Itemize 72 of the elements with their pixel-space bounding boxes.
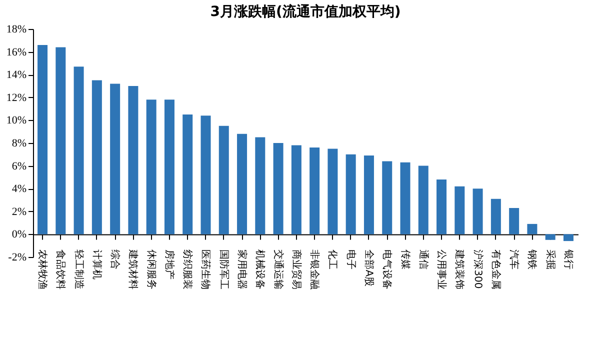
bar: [346, 154, 356, 234]
bar: [200, 116, 211, 234]
y-tick-label: 0%: [12, 228, 26, 241]
y-tick-label: 10%: [6, 114, 26, 127]
bar: [436, 179, 447, 234]
bar: [490, 198, 501, 234]
x-tick-label: 家用电器: [236, 250, 248, 290]
x-tick-label: 建筑装饰: [454, 248, 466, 290]
x-tick-label: 交通运输: [272, 250, 284, 290]
x-tick-label: 建筑材料: [127, 248, 140, 290]
x-tick-label: 食品饮料: [54, 250, 67, 290]
chart-title: 3月涨跌幅(流通市值加权平均): [210, 3, 401, 20]
bar: [527, 224, 538, 234]
x-tick-label: 传媒: [399, 250, 410, 270]
x-tick-label: 通信: [417, 250, 430, 270]
bar: [56, 47, 66, 234]
bar: [164, 100, 174, 234]
bar: [255, 137, 266, 234]
x-tick-label: 电子: [344, 250, 357, 270]
x-tick-label: 汽车: [508, 250, 520, 270]
bar: [128, 86, 138, 234]
bar: [74, 66, 84, 234]
bar: [400, 162, 410, 234]
y-tick-label: 16%: [6, 46, 26, 58]
bar: [273, 143, 284, 234]
x-tick-label: 电气设备: [381, 250, 394, 290]
bar: [563, 234, 574, 242]
x-tick-label: 钢铁: [526, 248, 538, 270]
bar: [454, 186, 465, 234]
x-tick-label: 农林牧渔: [36, 250, 49, 290]
bar: [291, 145, 302, 234]
y-tick-label: -2%: [8, 252, 26, 264]
bar: [110, 84, 120, 234]
x-tick-label: 商业贸易: [290, 250, 302, 290]
bar: [418, 166, 428, 234]
x-tick-label: 纺织服装: [182, 250, 194, 290]
x-tick-label: 房地产: [163, 250, 176, 280]
bar: [545, 234, 556, 240]
bar: [364, 156, 374, 234]
x-tick-label: 公用事业: [436, 250, 448, 290]
x-tick-label: 计算机: [90, 250, 103, 280]
y-tick-label: 4%: [12, 183, 26, 196]
y-tick-label: 18%: [6, 24, 26, 36]
bar: [182, 114, 193, 234]
y-tick-label: 14%: [6, 69, 26, 82]
x-tick-label: 休闲服务: [145, 250, 158, 290]
x-tick-label: 国防军工: [218, 250, 230, 290]
bar: [146, 100, 156, 234]
bar: [218, 126, 229, 234]
bar: [382, 161, 392, 234]
bar: [509, 208, 520, 234]
bar: [310, 148, 320, 234]
bar: [237, 134, 248, 234]
y-tick-label: 8%: [12, 138, 26, 150]
y-tick-label: 12%: [6, 92, 26, 104]
x-tick-label: 银行: [562, 248, 574, 270]
x-tick-label: 化工: [326, 250, 339, 270]
y-tick-label: 2%: [12, 206, 26, 218]
x-tick-label: 机械设备: [254, 250, 266, 290]
bar: [92, 80, 102, 234]
bar: [472, 188, 483, 234]
x-tick-label: 沪深300: [472, 250, 484, 289]
bar: [38, 44, 48, 234]
x-tick-label: 有色金属: [490, 250, 502, 290]
x-tick-label: 采掘: [544, 250, 556, 270]
x-tick-label: 医药生物: [200, 250, 212, 290]
x-tick-label: 轻工制造: [72, 250, 85, 290]
x-tick-label: 综合: [109, 250, 122, 270]
x-tick-label: 非银金融: [308, 250, 321, 290]
bar: [328, 148, 338, 234]
y-tick-label: 6%: [12, 160, 26, 172]
x-tick-label: 全部A股: [362, 250, 375, 287]
